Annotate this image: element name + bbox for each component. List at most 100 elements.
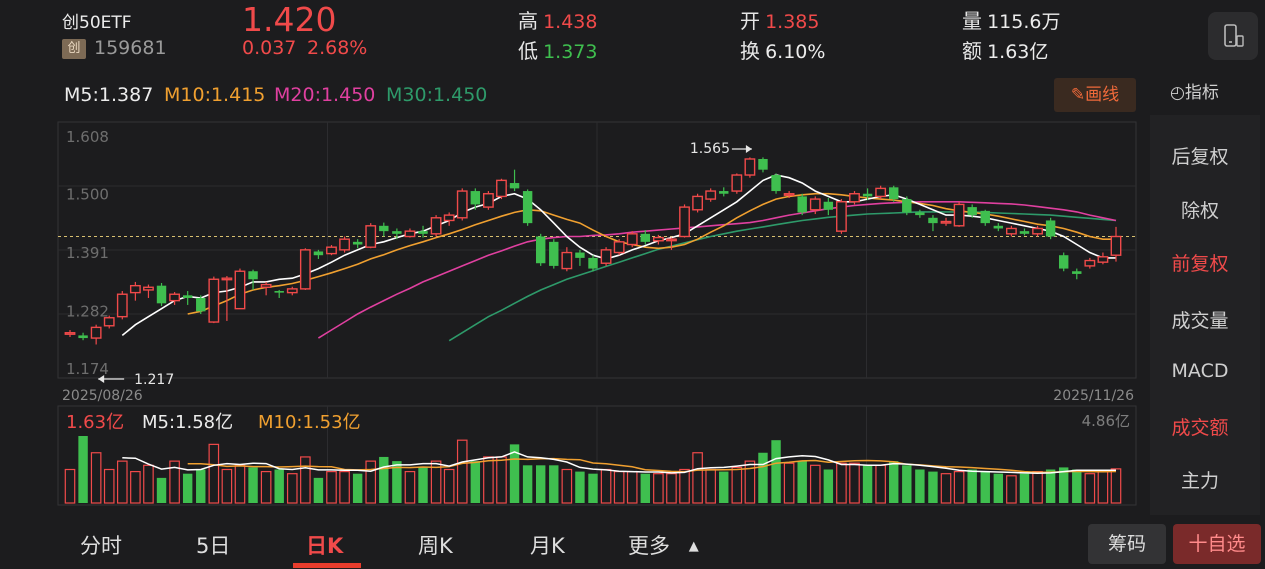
amount-bar-down: [509, 444, 520, 503]
amount-bar-down: [196, 469, 206, 503]
quote-low: 低 1.373: [518, 35, 598, 64]
candle-body-up: [849, 193, 860, 203]
candle-body-down: [902, 199, 912, 213]
macd-option[interactable]: MACD: [1171, 360, 1229, 382]
candle-body-up: [626, 233, 638, 246]
main-force-option[interactable]: 主力: [1180, 470, 1219, 492]
candle-body-up: [561, 251, 573, 270]
candle-body-up: [940, 220, 952, 224]
amount-bar-down: [352, 473, 363, 503]
candle-body-down: [379, 225, 389, 232]
amount-bar-down: [274, 469, 284, 503]
y-tick-label: 1.391: [66, 244, 109, 262]
chip-distribution-button[interactable]: 筹码: [1088, 524, 1166, 564]
amount-bar-up: [653, 473, 664, 504]
amount-bar-up: [430, 460, 442, 504]
amount-bar-up: [260, 470, 272, 504]
candle-body-down: [588, 257, 598, 269]
ex-rights-option[interactable]: 除权: [1180, 200, 1219, 222]
tab-weekly-k[interactable]: 周K: [418, 534, 453, 558]
ma20-label: M20:1.450: [274, 84, 376, 106]
candle-body-up: [90, 326, 102, 339]
amount-bar-down: [823, 469, 834, 503]
date-end-label: 2025/11/26: [1053, 388, 1134, 404]
volume-value: 115.6万: [987, 11, 1061, 33]
candle-body-up: [875, 187, 887, 198]
tab-5day[interactable]: 5日: [196, 534, 231, 558]
candle-body-down: [771, 175, 781, 192]
candle-body-up: [103, 317, 115, 327]
amount-bar-up: [626, 470, 638, 504]
draw-line-label: 画线: [1085, 85, 1120, 105]
period-tabbar: 分时 5日 日K 周K 月K 更多 ▲: [0, 518, 1265, 569]
candle-body-down: [993, 225, 1004, 229]
kline-chart[interactable]: 1.6081.5001.3911.2821.1741.5651.2172025/…: [0, 112, 1150, 518]
candle-body-down: [575, 252, 585, 258]
candle-body-up: [705, 190, 717, 200]
tab-monthly-k[interactable]: 月K: [530, 534, 565, 558]
amount-bar-up: [404, 470, 416, 504]
draw-line-button[interactable]: ✎画线: [1054, 78, 1136, 112]
amount-option[interactable]: 成交额: [1171, 417, 1229, 439]
candle-body-down: [392, 231, 402, 234]
tab-daily-k[interactable]: 日K: [306, 534, 344, 558]
candle-body-down: [418, 231, 428, 234]
candle-body-up: [208, 278, 220, 323]
amount-bar-down: [719, 471, 729, 503]
candle-body-down: [889, 187, 899, 200]
stock-name: 创50ETF: [62, 13, 132, 33]
add-watchlist-button[interactable]: 十自选: [1173, 524, 1261, 564]
landscape-toggle-button[interactable]: [1208, 12, 1258, 60]
amount-bar-up: [1110, 468, 1122, 504]
candle-body-up: [1110, 235, 1122, 256]
amount-bar-up: [116, 460, 128, 504]
back-adjusted-option[interactable]: 后复权: [1171, 146, 1229, 168]
y-tick-label: 1.608: [66, 128, 109, 146]
y-tick-label: 1.282: [66, 302, 109, 320]
amount-bar-down: [1072, 469, 1082, 503]
candle-body-up: [836, 201, 847, 232]
candle-body-down: [823, 201, 834, 210]
amount-bar-up: [561, 468, 573, 504]
open-value: 1.385: [765, 11, 820, 33]
amount-bar-down: [522, 465, 533, 503]
candle-body-down: [78, 335, 88, 339]
amount-bar-up: [90, 452, 102, 504]
candle-body-up: [404, 230, 416, 238]
amount-bar-down: [1045, 469, 1056, 503]
candle-body-up: [731, 174, 743, 192]
candle-body-down: [352, 241, 363, 245]
candle-body-up: [299, 249, 311, 290]
candle-body-up: [613, 241, 625, 254]
tab-intraday[interactable]: 分时: [80, 534, 122, 558]
amount-m10-line: [187, 457, 1117, 473]
amount-bar-down: [758, 452, 768, 503]
low-label: 低: [518, 39, 538, 63]
amount-m5-label: M5:1.58亿: [142, 412, 233, 433]
ma30-label: M30:1.450: [386, 84, 488, 106]
forward-adjusted-option[interactable]: 前复权: [1171, 253, 1229, 275]
tab-more[interactable]: 更多 ▲: [628, 530, 699, 560]
amount-bar-up: [731, 466, 743, 504]
candle-body-down: [640, 233, 651, 242]
candle-body-down: [862, 193, 873, 197]
amount-bar-up: [208, 443, 220, 504]
amount-value: 1.63亿: [987, 41, 1049, 63]
candle-body-down: [1058, 255, 1069, 269]
amount-bar-up: [600, 468, 612, 504]
amount-bar-up: [130, 470, 141, 504]
amount-bar-up: [783, 462, 795, 504]
candle-body-down: [1072, 271, 1082, 274]
candle-body-down: [1019, 231, 1030, 234]
candle-body-down: [915, 212, 925, 216]
volume-option[interactable]: 成交量: [1171, 310, 1229, 332]
amount-bar-up: [1032, 470, 1043, 504]
amount-bar-up: [1084, 473, 1096, 504]
candle-body-up: [129, 284, 141, 294]
amount-bar-down: [862, 465, 873, 503]
amount-bar-up: [300, 456, 311, 504]
indicator-label: 指标: [1184, 83, 1219, 103]
amount-bar-up: [326, 470, 337, 504]
caret-up-icon: ▲: [688, 539, 699, 554]
indicator-button[interactable]: ◴指标: [1170, 78, 1219, 103]
